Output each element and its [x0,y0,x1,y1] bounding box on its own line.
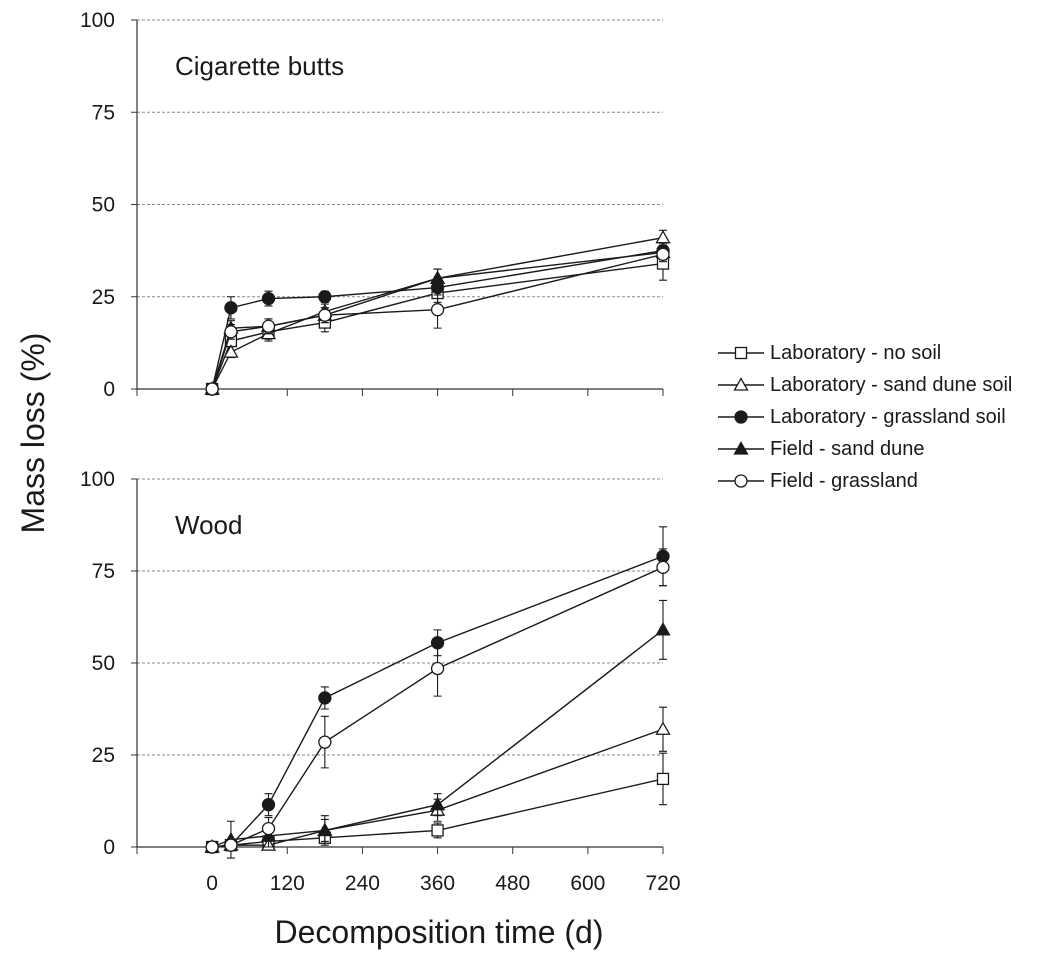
y-axis-label: Mass loss (%) [15,333,51,534]
series-field-grassland [205,246,670,396]
data-point [656,247,670,261]
data-point [224,301,238,315]
y-tick-label: 50 [92,652,115,675]
data-point [655,622,671,636]
x-tick-label: 0 [206,872,218,895]
legend-marker [734,410,748,424]
series-line [211,237,664,390]
legend: Laboratory - no soil Laboratory - sand du… [716,337,1012,497]
data-point [656,772,670,786]
legend-label: Laboratory - grassland soil [770,405,1006,428]
legend-marker [733,377,749,391]
y-tick-label: 0 [103,836,115,859]
data-point [318,691,332,705]
legend-marker [734,474,748,488]
panel-wood: 0 25 50 75 100 0 120 240 360 480 600 720 Wood [80,468,681,895]
panel-title: Wood [175,510,242,540]
data-point [318,735,332,749]
legend-item-laboratory-no-soil: Laboratory - no soil [716,337,1012,369]
data-point [205,382,219,396]
x-tick-label: 120 [270,872,305,895]
legend-swatch [718,346,764,360]
legend-swatch [718,474,764,488]
data-point [205,840,219,854]
legend-marker [733,441,749,455]
legend-label: Laboratory - no soil [770,341,942,364]
legend-item-field-grassland: Field - grassland [716,465,1012,497]
data-point [656,560,670,574]
data-point [318,308,332,322]
data-point [261,821,276,836]
data-point [429,796,446,811]
data-point [430,661,445,676]
panel-title: Cigarette butts [175,51,344,81]
data-point [318,290,332,304]
x-axis-label: Decomposition time (d) [275,914,604,950]
legend-label: Field - grassland [770,469,918,492]
y-tick-label: 75 [92,101,115,124]
data-point [224,325,238,339]
data-point [655,721,671,735]
y-tick-label: 25 [92,286,115,309]
data-point [261,291,276,306]
data-point [430,303,445,317]
data-point [261,319,276,333]
series-line [211,253,664,390]
series-field-grassland [205,548,670,854]
data-point [261,798,276,812]
data-point [655,229,671,244]
x-tick-label: 480 [495,872,530,895]
x-tick-label: 240 [345,872,380,895]
data-point [429,270,446,284]
series-line [211,249,664,390]
x-tick-label: 360 [420,872,455,895]
x-tick-label: 600 [570,872,605,895]
legend-swatch [718,441,764,455]
panel-cigarette-butts: 0 25 50 75 100 Cigarette butts [80,9,671,401]
legend-label: Field - sand dune [770,437,925,460]
y-tick-label: 75 [92,560,115,583]
legend-item-field-sand-dune: Field - sand dune [716,433,1012,465]
legend-swatch [718,410,764,424]
legend-item-laboratory-sand-dune-soil: Laboratory - sand dune soil [716,369,1012,401]
data-point [431,824,444,837]
y-tick-label: 100 [80,468,115,491]
y-tick-label: 50 [92,194,115,217]
legend-marker [734,346,748,360]
legend-label: Laboratory - sand dune soil [770,373,1013,396]
x-tick-label: 720 [645,872,680,895]
data-point [317,822,333,837]
y-tick-label: 25 [92,744,115,767]
legend-item-laboratory-grassland-soil: Laboratory - grassland soil [716,401,1012,433]
data-point [223,344,239,358]
legend-swatch [718,377,764,391]
series-line [211,262,664,390]
y-tick-label: 0 [103,378,115,401]
y-tick-label: 100 [80,9,115,32]
data-point [224,838,238,852]
